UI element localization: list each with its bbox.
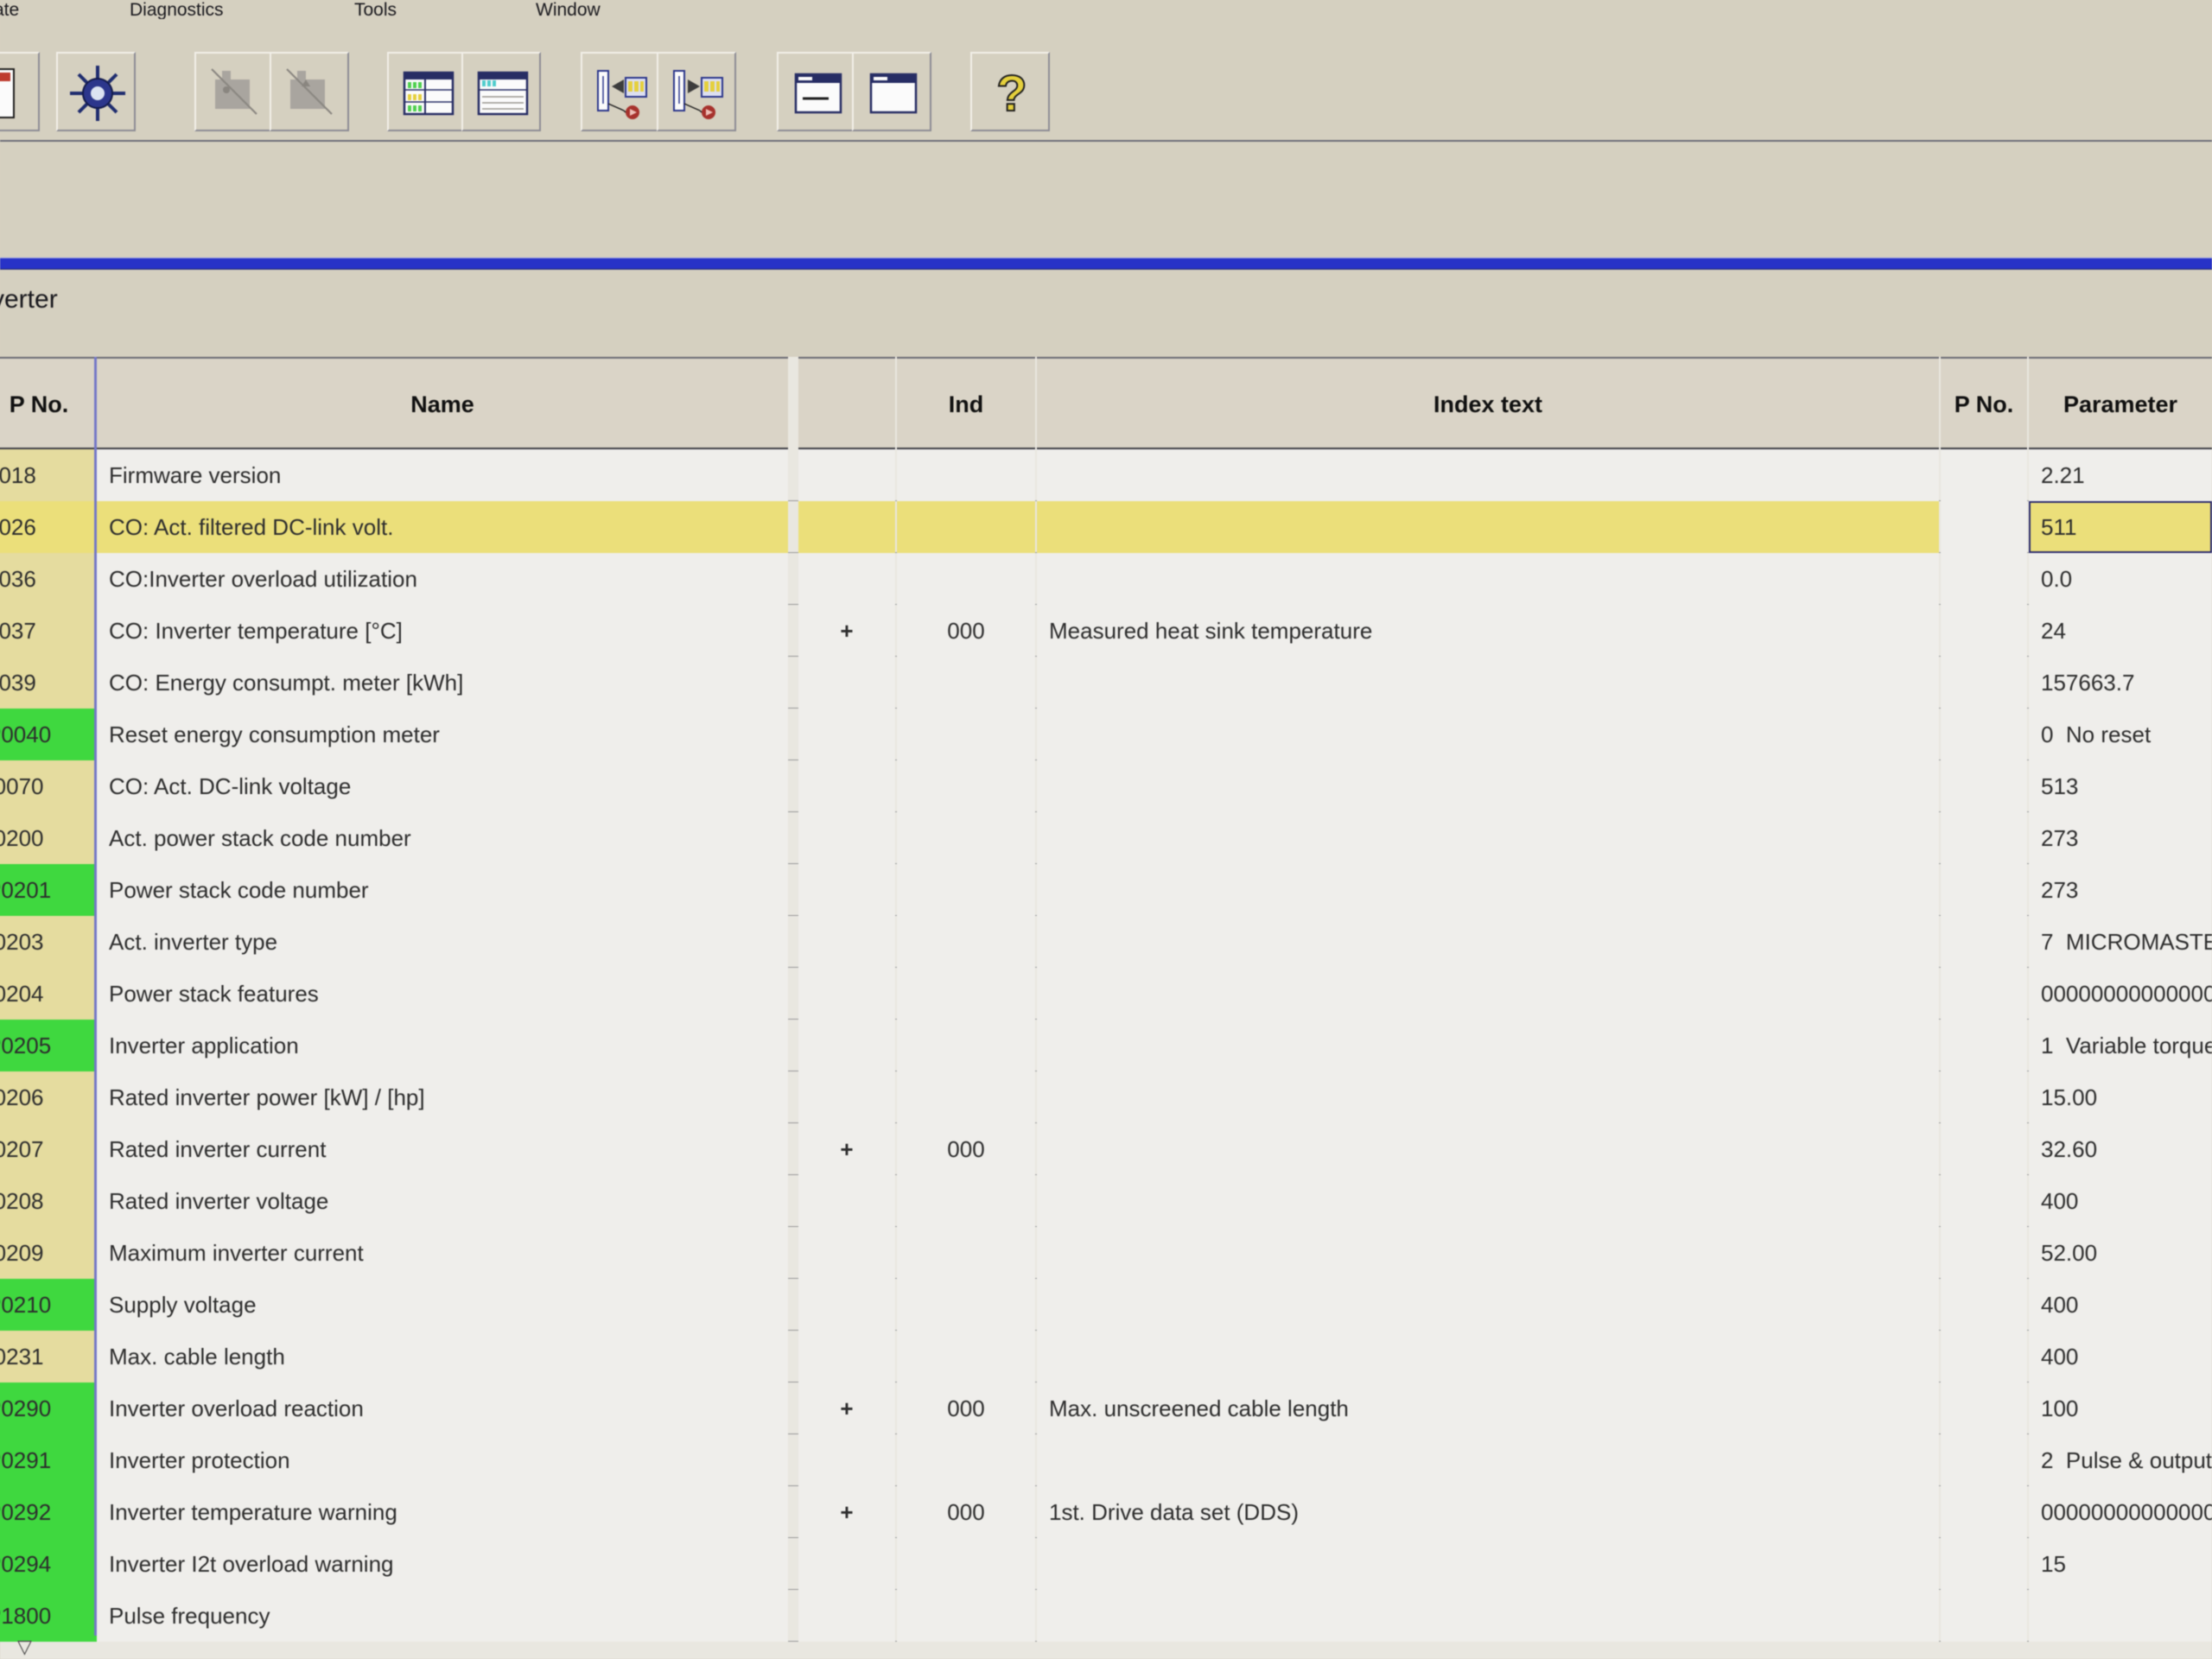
svg-text:?: ? xyxy=(996,66,1027,122)
